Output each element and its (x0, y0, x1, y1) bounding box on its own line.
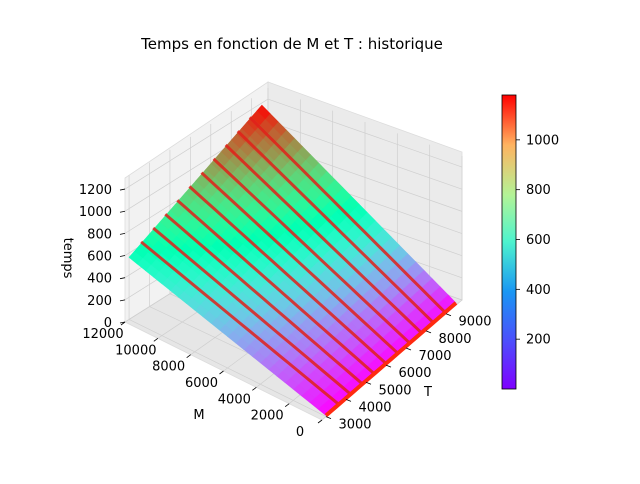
colorbar: 200 400 600 800 1000 (501, 94, 559, 390)
y-tick-label: 7000 (418, 349, 451, 364)
z-tick (119, 277, 126, 280)
surface-ridge (236, 130, 434, 323)
x-tick (153, 338, 159, 342)
x-tick (252, 387, 257, 391)
x-tick (317, 419, 323, 424)
surface-ridge (152, 226, 351, 395)
y-tick-label: 9000 (458, 315, 491, 330)
x-tick-label: 6000 (185, 376, 218, 391)
z-tick (119, 232, 126, 235)
y-tick-label: 8000 (438, 332, 471, 347)
z-tick-label: 400 (87, 272, 112, 287)
y-tick-label: 5000 (378, 383, 411, 398)
z-tick-label: 1200 (79, 183, 112, 198)
y-tick (385, 364, 392, 368)
z-tick-label: 800 (87, 227, 112, 242)
y-tick-label: 4000 (358, 400, 391, 415)
y-tick-label: 3000 (338, 418, 371, 433)
surface-cell (128, 251, 143, 265)
surface-ridge (140, 240, 339, 405)
colorbar-tick-label: 800 (526, 183, 551, 198)
z-tick-label: 0 (104, 316, 112, 331)
z-tick (119, 210, 126, 213)
y-tick (405, 347, 412, 351)
y-tick (445, 313, 452, 317)
y-tick (345, 399, 352, 402)
colorbar-tick-label: 200 (526, 333, 551, 348)
x-tick-label: 8000 (152, 360, 185, 375)
surface-ridge (200, 171, 398, 354)
x-tick-label: 4000 (218, 392, 251, 407)
x-tick-label: 0 (296, 425, 304, 440)
z-tick (119, 299, 126, 302)
x-tick (284, 403, 290, 407)
surface-ridge (176, 199, 375, 375)
colorbar-tick-label: 1000 (526, 133, 559, 148)
chart-title: Temps en fonction de M et T : historique (140, 35, 443, 53)
surface-ridge (212, 157, 410, 344)
x-tick (186, 354, 191, 358)
y-tick (425, 330, 432, 334)
colorbar-gradient (501, 94, 517, 390)
surface-ridge (164, 213, 363, 385)
colorbar-tick-label: 400 (526, 283, 551, 298)
z-axis-label: temps (60, 238, 75, 279)
x-axis-label: M (193, 408, 204, 423)
surface-ridge (248, 116, 446, 313)
x-tick-label: 2000 (251, 409, 284, 424)
x-tick-label: 12000 (82, 327, 123, 342)
z-tick (119, 188, 126, 191)
y-tick (365, 381, 372, 385)
colorbar-ticks: 200 400 600 800 1000 (516, 133, 559, 348)
y-tick-label: 6000 (398, 366, 431, 381)
grid-line-z (124, 98, 463, 190)
colorbar-tick-label: 600 (526, 233, 551, 248)
y-axis-label: T (423, 385, 432, 400)
surface-ridge (224, 143, 422, 334)
y-tick (325, 416, 332, 419)
z-tick (119, 255, 126, 257)
x-tick-label: 10000 (115, 343, 156, 358)
x-tick (219, 370, 224, 375)
z-tick-label: 600 (87, 250, 112, 265)
surface-edge (324, 301, 458, 417)
surface-ridge (188, 185, 387, 364)
surface-plot (128, 104, 458, 417)
z-tick (119, 321, 126, 324)
z-tick-label: 1000 (79, 205, 112, 220)
z-tick-label: 200 (87, 294, 112, 309)
axes: 0200040006000800010000120003000400050006… (79, 183, 492, 440)
